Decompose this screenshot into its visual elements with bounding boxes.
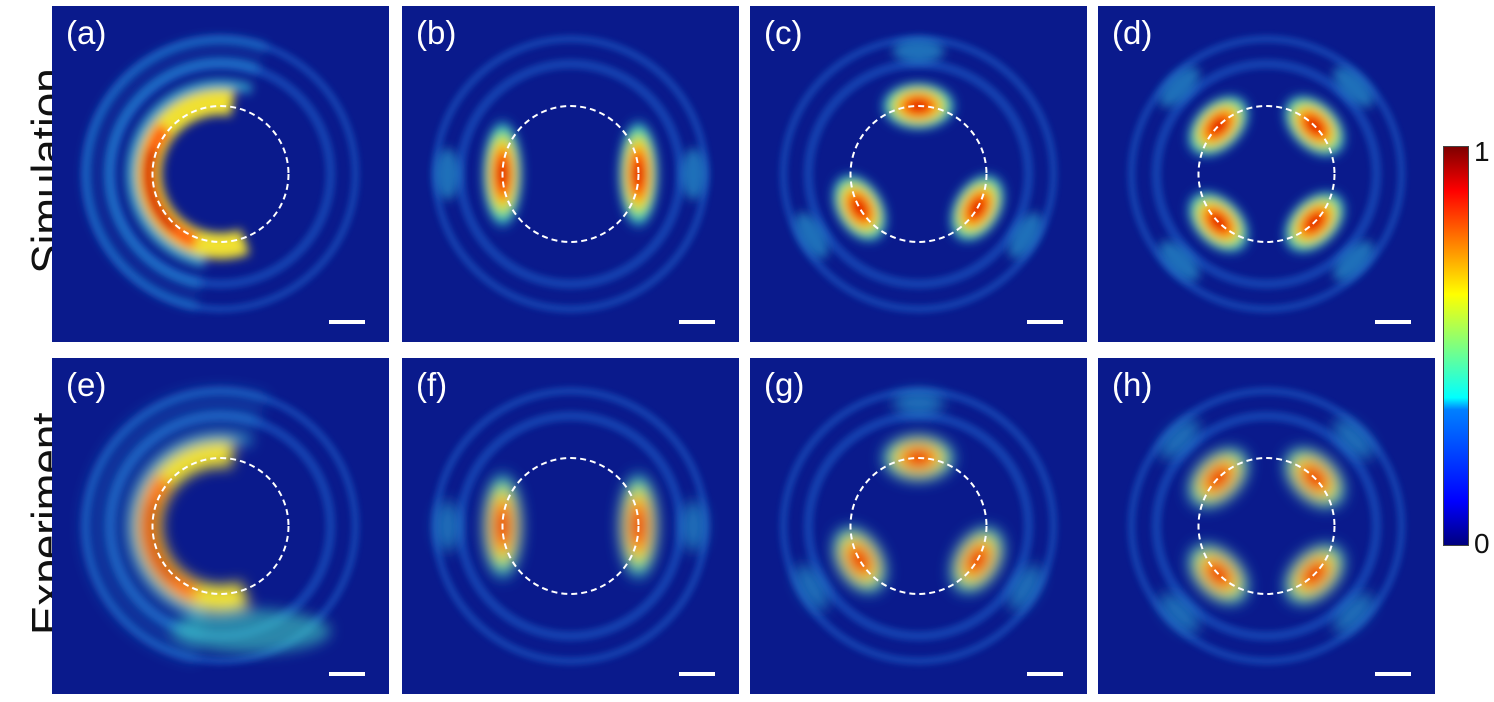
panel-b: (b) (402, 6, 739, 342)
panel-label: (a) (66, 14, 107, 51)
scale-bar (1375, 320, 1411, 324)
panel-label: (c) (764, 14, 803, 51)
intensity-map (402, 6, 739, 342)
panel-f: (f) (402, 358, 739, 694)
reference-circle (501, 457, 640, 595)
intensity-map (52, 358, 389, 694)
reference-circle (151, 457, 290, 595)
reference-circle (1197, 457, 1336, 595)
panel-label: (b) (416, 14, 457, 51)
panel-h: (h) (1098, 358, 1435, 694)
panel-label: (e) (66, 366, 107, 403)
field-background (1098, 6, 1435, 342)
scale-bar (1375, 672, 1411, 676)
intensity-map (52, 6, 389, 342)
panel-g: (g) (750, 358, 1087, 694)
reference-circle (849, 105, 988, 243)
reference-circle (849, 457, 988, 595)
colorbar (1443, 146, 1469, 546)
scale-bar (1027, 672, 1063, 676)
colorbar-max-label: 1 (1474, 136, 1490, 167)
scale-bar (679, 320, 715, 324)
intensity-map (750, 6, 1087, 342)
scale-bar (329, 672, 365, 676)
field-background (1098, 358, 1435, 694)
scale-bar (1027, 320, 1063, 324)
panel-label: (g) (764, 366, 805, 403)
field-background (52, 6, 389, 342)
panel-c: (c) (750, 6, 1087, 342)
panel-a: (a) (52, 6, 389, 342)
scale-bar (679, 672, 715, 676)
intensity-map (1098, 358, 1435, 694)
reference-circle (501, 105, 640, 243)
reference-circle (1197, 105, 1336, 243)
intensity-map (402, 358, 739, 694)
scale-bar (329, 320, 365, 324)
panel-e: (e) (52, 358, 389, 694)
panel-d: (d) (1098, 6, 1435, 342)
panel-label: (d) (1112, 14, 1153, 51)
panel-label: (f) (416, 366, 448, 403)
reference-circle (151, 105, 290, 243)
panel-label: (h) (1112, 366, 1153, 403)
intensity-map (1098, 6, 1435, 342)
colorbar-min-label: 0 (1474, 528, 1490, 559)
intensity-map (750, 358, 1087, 694)
